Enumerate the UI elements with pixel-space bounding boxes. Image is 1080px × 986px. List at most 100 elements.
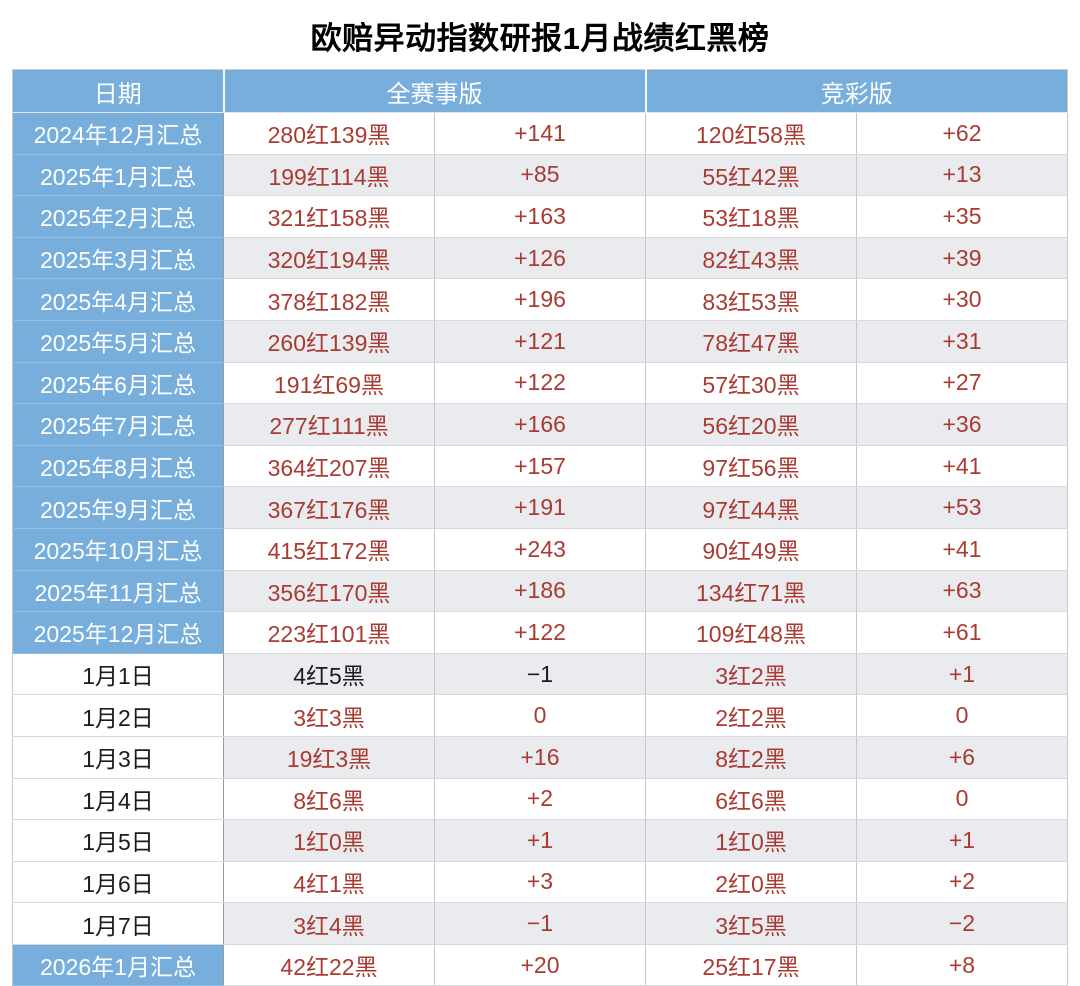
jingcai-net-cell: 0 [856, 777, 1068, 821]
all-matches-net-cell: 0 [434, 694, 646, 737]
jingcai-record-cell: 120红58黑 [645, 112, 857, 155]
table-row: 1月1日 4红5黑 −1 3红2黑 +1 [12, 652, 1068, 696]
jingcai-record-cell: 2红2黑 [645, 694, 857, 737]
all-matches-record-cell: 367红176黑 [223, 486, 435, 529]
all-matches-record-cell: 191红69黑 [223, 361, 435, 405]
table-row: 2025年12月汇总 223红101黑 +122 109红48黑 +61 [12, 611, 1068, 654]
jingcai-record-cell: 1红0黑 [645, 819, 857, 862]
table-row: 2025年9月汇总 367红176黑 +191 97红44黑 +53 [12, 486, 1068, 529]
table-row: 2025年3月汇总 320红194黑 +126 82红43黑 +39 [12, 236, 1068, 280]
all-matches-record-cell: 4红5黑 [223, 652, 435, 696]
jingcai-record-cell: 134红71黑 [645, 569, 857, 613]
jingcai-record-cell: 53红18黑 [645, 195, 857, 238]
date-summary-cell: 2025年9月汇总 [12, 486, 224, 529]
table-row: 2025年6月汇总 191红69黑 +122 57红30黑 +27 [12, 361, 1068, 405]
all-matches-net-cell: +122 [434, 611, 646, 654]
jingcai-net-cell: +30 [856, 278, 1068, 321]
all-matches-net-cell: +1 [434, 819, 646, 862]
all-matches-net-cell: +2 [434, 777, 646, 821]
all-matches-record-cell: 42红22黑 [223, 943, 435, 986]
all-matches-record-cell: 199红114黑 [223, 153, 435, 197]
table-row: 2025年7月汇总 277红111黑 +166 56红20黑 +36 [12, 403, 1068, 446]
jingcai-record-cell: 83红53黑 [645, 278, 857, 321]
jingcai-record-cell: 82红43黑 [645, 236, 857, 280]
all-matches-net-cell: +122 [434, 361, 646, 405]
jingcai-net-cell: +63 [856, 569, 1068, 613]
date-summary-cell: 2026年1月汇总 [12, 943, 224, 986]
date-summary-cell: 2025年1月汇总 [12, 153, 224, 197]
all-matches-net-cell: +243 [434, 527, 646, 571]
table-row: 2025年2月汇总 321红158黑 +163 53红18黑 +35 [12, 195, 1068, 238]
table-row: 2026年1月汇总 42红22黑 +20 25红17黑 +8 [12, 943, 1068, 986]
all-matches-net-cell: +186 [434, 569, 646, 613]
table-row: 2025年1月汇总 199红114黑 +85 55红42黑 +13 [12, 153, 1068, 197]
all-matches-net-cell: +191 [434, 486, 646, 529]
jingcai-net-cell: +41 [856, 444, 1068, 488]
all-matches-record-cell: 3红4黑 [223, 902, 435, 945]
all-matches-net-cell: +157 [434, 444, 646, 488]
jingcai-net-cell: +8 [856, 943, 1068, 986]
table-row: 2025年5月汇总 260红139黑 +121 78红47黑 +31 [12, 319, 1068, 363]
all-matches-record-cell: 4红1黑 [223, 860, 435, 904]
jingcai-net-cell: +35 [856, 195, 1068, 238]
table-row: 1月2日 3红3黑 0 2红2黑 0 [12, 694, 1068, 737]
date-summary-cell: 2025年12月汇总 [12, 611, 224, 654]
jingcai-net-cell: +39 [856, 236, 1068, 280]
date-summary-cell: 2025年10月汇总 [12, 527, 224, 571]
jingcai-net-cell: 0 [856, 694, 1068, 737]
table-row: 2025年10月汇总 415红172黑 +243 90红49黑 +41 [12, 527, 1068, 571]
all-matches-record-cell: 19红3黑 [223, 735, 435, 779]
all-matches-net-cell: −1 [434, 902, 646, 945]
jingcai-record-cell: 3红2黑 [645, 652, 857, 696]
all-matches-record-cell: 3红3黑 [223, 694, 435, 737]
jingcai-net-cell: −2 [856, 902, 1068, 945]
table-row: 1月3日 19红3黑 +16 8红2黑 +6 [12, 735, 1068, 779]
jingcai-record-cell: 90红49黑 [645, 527, 857, 571]
all-matches-record-cell: 280红139黑 [223, 112, 435, 155]
date-summary-cell: 2025年5月汇总 [12, 319, 224, 363]
jingcai-record-cell: 97红44黑 [645, 486, 857, 529]
jingcai-net-cell: +53 [856, 486, 1068, 529]
all-matches-record-cell: 260红139黑 [223, 319, 435, 363]
date-summary-cell: 2025年6月汇总 [12, 361, 224, 405]
jingcai-record-cell: 6红6黑 [645, 777, 857, 821]
all-matches-record-cell: 356红170黑 [223, 569, 435, 613]
jingcai-record-cell: 2红0黑 [645, 860, 857, 904]
table-row: 2025年4月汇总 378红182黑 +196 83红53黑 +30 [12, 278, 1068, 321]
date-summary-cell: 2025年8月汇总 [12, 444, 224, 488]
table-row: 2024年12月汇总 280红139黑 +141 120红58黑 +62 [12, 112, 1068, 155]
jingcai-record-cell: 25红17黑 [645, 943, 857, 986]
all-matches-record-cell: 277红111黑 [223, 403, 435, 446]
jingcai-net-cell: +2 [856, 860, 1068, 904]
date-summary-cell: 2025年4月汇总 [12, 278, 224, 321]
table-row: 2025年11月汇总 356红170黑 +186 134红71黑 +63 [12, 569, 1068, 613]
all-matches-record-cell: 8红6黑 [223, 777, 435, 821]
all-matches-net-cell: +16 [434, 735, 646, 779]
date-daily-cell: 1月2日 [12, 694, 224, 737]
all-matches-net-cell: +3 [434, 860, 646, 904]
date-daily-cell: 1月7日 [12, 902, 224, 945]
jingcai-record-cell: 78红47黑 [645, 319, 857, 363]
jingcai-record-cell: 8红2黑 [645, 735, 857, 779]
jingcai-net-cell: +1 [856, 819, 1068, 862]
date-summary-cell: 2024年12月汇总 [12, 112, 224, 155]
all-matches-net-cell: +20 [434, 943, 646, 986]
jingcai-record-cell: 97红56黑 [645, 444, 857, 488]
all-matches-net-cell: +126 [434, 236, 646, 280]
all-matches-net-cell: +121 [434, 319, 646, 363]
jingcai-record-cell: 55红42黑 [645, 153, 857, 197]
table-row: 1月5日 1红0黑 +1 1红0黑 +1 [12, 819, 1068, 862]
page-title: 欧赔异动指数研报1月战绩红黑榜 [310, 21, 770, 56]
all-matches-net-cell: +85 [434, 153, 646, 197]
jingcai-net-cell: +36 [856, 403, 1068, 446]
date-daily-cell: 1月1日 [12, 652, 224, 696]
date-daily-cell: 1月3日 [12, 735, 224, 779]
jingcai-net-cell: +41 [856, 527, 1068, 571]
jingcai-net-cell: +1 [856, 652, 1068, 696]
table-header: 日期 全赛事版 竞彩版 [12, 69, 1068, 113]
table-body: 2024年12月汇总 280红139黑 +141 120红58黑 +62 2025年1月汇… [12, 112, 1068, 986]
all-matches-record-cell: 223红101黑 [223, 611, 435, 654]
jingcai-net-cell: +62 [856, 112, 1068, 155]
date-summary-cell: 2025年11月汇总 [12, 569, 224, 613]
all-matches-record-cell: 415红172黑 [223, 527, 435, 571]
